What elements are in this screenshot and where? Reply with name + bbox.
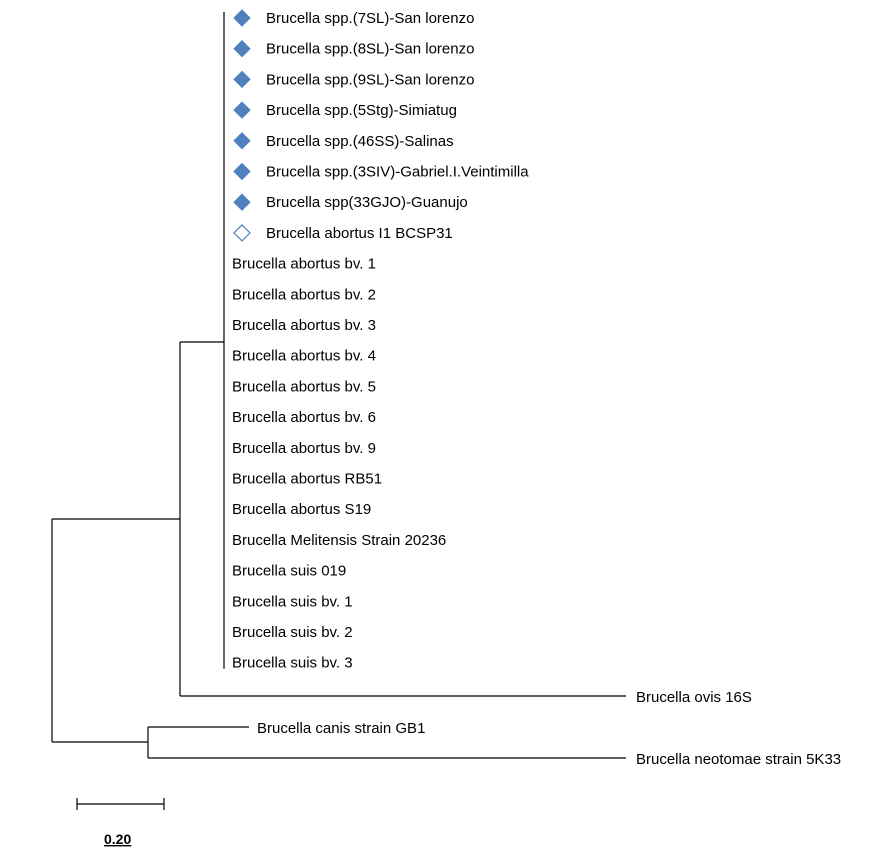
taxon-label: Brucella suis bv. 2 (232, 624, 353, 641)
taxon-label: Brucella abortus RB51 (232, 471, 382, 488)
taxon-label: Brucella suis bv. 1 (232, 593, 353, 610)
taxon-label-ovis: Brucella ovis 16S (636, 689, 752, 706)
taxon-markers (233, 9, 251, 242)
taxon-label: Brucella abortus bv. 4 (232, 348, 376, 365)
filled-diamond-icon (233, 193, 251, 211)
taxon-label: Brucella spp.(3SIV)-Gabriel.I.Veintimill… (266, 164, 529, 181)
taxon-label: Brucella Melitensis Strain 20236 (232, 532, 446, 549)
taxon-label: Brucella abortus bv. 5 (232, 378, 376, 395)
taxon-label-canis: Brucella canis strain GB1 (257, 720, 425, 737)
taxon-label-neotomae: Brucella neotomae strain 5K33 (636, 751, 841, 768)
taxon-label: Brucella abortus bv. 2 (232, 286, 376, 303)
taxon-label: Brucella abortus S19 (232, 501, 371, 518)
taxon-label: Brucella abortus bv. 1 (232, 256, 376, 273)
filled-diamond-icon (233, 132, 251, 150)
taxon-labels: Brucella spp.(7SL)-San lorenzo Brucella s… (232, 10, 529, 672)
taxon-label: Brucella spp(33GJO)-Guanujo (266, 194, 468, 211)
taxon-label: Brucella abortus bv. 9 (232, 440, 376, 457)
filled-diamond-icon (233, 162, 251, 181)
taxon-label: Brucella spp.(8SL)-San lorenzo (266, 41, 474, 58)
taxon-label: Brucella abortus bv. 3 (232, 317, 376, 334)
taxon-label: Brucella suis bv. 3 (232, 655, 353, 672)
taxon-label: Brucella spp.(46SS)-Salinas (266, 133, 454, 150)
taxon-label: Brucella abortus I1 BCSP31 (266, 225, 453, 242)
scale-bar-label: 0.20 (104, 831, 131, 847)
tree-branches (51, 12, 626, 759)
scale-bar: 0.20 (76, 798, 165, 847)
open-diamond-icon (233, 224, 251, 242)
filled-diamond-icon (233, 101, 251, 119)
taxon-label: Brucella abortus bv. 6 (232, 409, 376, 426)
taxon-label: Brucella spp.(9SL)-San lorenzo (266, 71, 474, 88)
filled-diamond-icon (233, 70, 251, 89)
filled-diamond-icon (233, 9, 251, 27)
taxon-label: Brucella suis 019 (232, 563, 346, 580)
filled-diamond-icon (233, 39, 251, 58)
taxon-label: Brucella spp.(5Stg)-Simiatug (266, 102, 457, 119)
taxon-label: Brucella spp.(7SL)-San lorenzo (266, 10, 474, 27)
